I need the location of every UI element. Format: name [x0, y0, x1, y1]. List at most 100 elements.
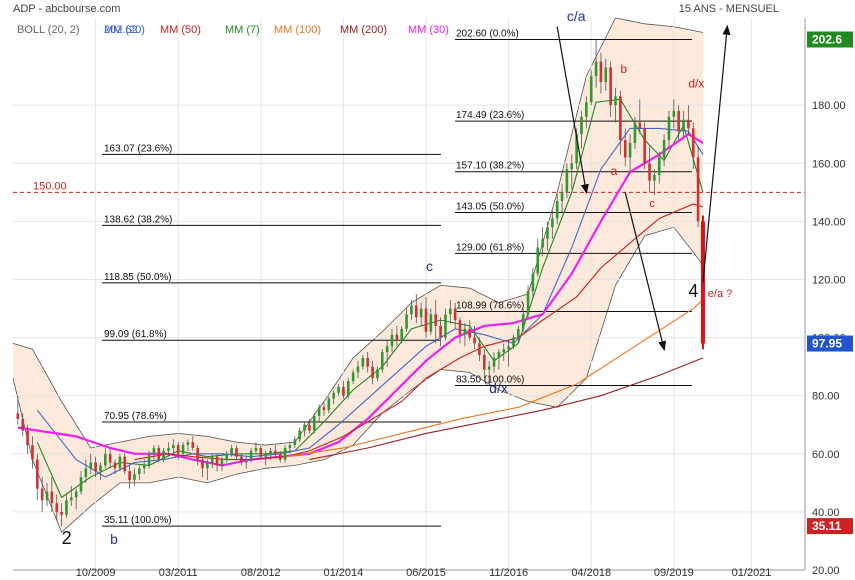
candle-body — [220, 459, 224, 466]
candle-body — [657, 157, 661, 175]
candle-body — [517, 328, 520, 338]
candle-body — [589, 76, 593, 103]
candle-body — [555, 201, 559, 219]
candle-body — [700, 221, 705, 344]
candle-body — [565, 169, 569, 193]
wave-label: d/x — [688, 77, 704, 91]
candle-body — [512, 337, 515, 347]
candle-body — [269, 450, 272, 454]
candle-body — [449, 308, 452, 315]
candle-body — [99, 465, 102, 472]
candle-body — [380, 352, 384, 370]
wave-arrow — [624, 192, 667, 352]
candle-body — [123, 456, 127, 472]
y-tick-label: 160.00 — [812, 158, 846, 170]
candle-body — [361, 357, 365, 367]
candle-body — [215, 456, 219, 466]
legend-item: MM (30) — [408, 24, 449, 36]
candle-body — [638, 122, 642, 129]
legend-item: BOLL (20, 2) — [17, 24, 80, 36]
candle-body — [405, 314, 408, 329]
price-tag — [807, 335, 853, 352]
candle-body — [16, 413, 20, 419]
candle-body — [507, 346, 510, 350]
fib-right-label: 83.50 (100.0%) — [456, 375, 524, 386]
candle-body — [104, 453, 107, 466]
candle-body — [648, 163, 651, 181]
candle-body — [633, 122, 637, 143]
candle-body — [653, 174, 656, 181]
candle-body — [147, 453, 151, 466]
candle-body — [502, 349, 506, 353]
candle-body — [303, 424, 306, 431]
candle-body — [55, 503, 59, 512]
candle-body — [288, 445, 292, 448]
candle-body — [312, 416, 316, 431]
wave-arrow — [556, 26, 589, 195]
candle-body — [696, 157, 700, 222]
candle-body — [487, 366, 491, 370]
candle-body — [458, 320, 462, 335]
candle-body — [322, 407, 326, 411]
candle-body — [623, 140, 627, 158]
candle-body — [293, 439, 297, 446]
x-tick-label: 11/2016 — [489, 567, 528, 579]
candle-body — [235, 447, 238, 457]
candle-body — [108, 453, 112, 463]
candles-layer — [16, 39, 705, 527]
candle-body — [26, 430, 29, 446]
candle-body — [40, 488, 44, 501]
candle-body — [210, 456, 214, 463]
candle-body — [478, 343, 481, 356]
price-tag-label: 97.95 — [812, 337, 842, 351]
candle-body — [176, 445, 180, 454]
candle-body — [283, 447, 287, 460]
wave-label: d/x — [489, 380, 508, 396]
candle-body — [201, 459, 204, 469]
candle-body — [410, 305, 413, 315]
candle-body — [662, 140, 666, 158]
wave-label: 4 — [688, 281, 698, 301]
price-tag — [807, 31, 853, 48]
wave-label: c — [650, 198, 656, 210]
candle-body — [570, 163, 574, 170]
candle-body — [196, 447, 199, 460]
candle-body — [181, 445, 185, 454]
candle-body — [366, 357, 369, 367]
legend-item: MM (7) — [225, 24, 260, 36]
price-tag-label: 202.6 — [812, 32, 842, 46]
candle-body — [152, 447, 156, 454]
fib-right-label: 143.05 (50.0%) — [456, 202, 524, 213]
y-tick-label: 120.00 — [812, 274, 846, 286]
candle-body — [65, 500, 68, 515]
candle-body — [371, 366, 374, 379]
candle-body — [278, 453, 282, 460]
indicator-line — [309, 357, 704, 461]
fib-right-label: 108.99 (78.6%) — [456, 300, 524, 311]
candle-body — [434, 314, 438, 326]
candle-body — [419, 308, 423, 318]
y-tick-label: 60.00 — [812, 449, 840, 461]
horizontal-level-layer: 150.00 — [13, 180, 805, 193]
candle-body — [35, 459, 39, 489]
candle-body — [585, 102, 588, 117]
candle-body — [439, 325, 442, 338]
candle-body — [167, 447, 170, 451]
fib-left-label: 163.07 (23.6%) — [104, 143, 172, 154]
candle-body — [45, 491, 49, 501]
candle-body — [79, 477, 83, 492]
candle-body — [249, 450, 253, 460]
candle-body — [483, 355, 486, 370]
candle-body — [89, 462, 93, 469]
x-tick-label: 04/2018 — [571, 567, 611, 579]
candle-body — [521, 314, 525, 329]
y-tick-label: 40.00 — [812, 507, 840, 519]
candle-body — [546, 227, 549, 239]
candle-body — [254, 447, 258, 451]
candle-body — [614, 96, 617, 106]
wave-label: b — [620, 62, 627, 76]
legend-item: MM (100) — [274, 24, 321, 36]
candle-body — [230, 447, 233, 454]
candle-body — [453, 308, 457, 321]
